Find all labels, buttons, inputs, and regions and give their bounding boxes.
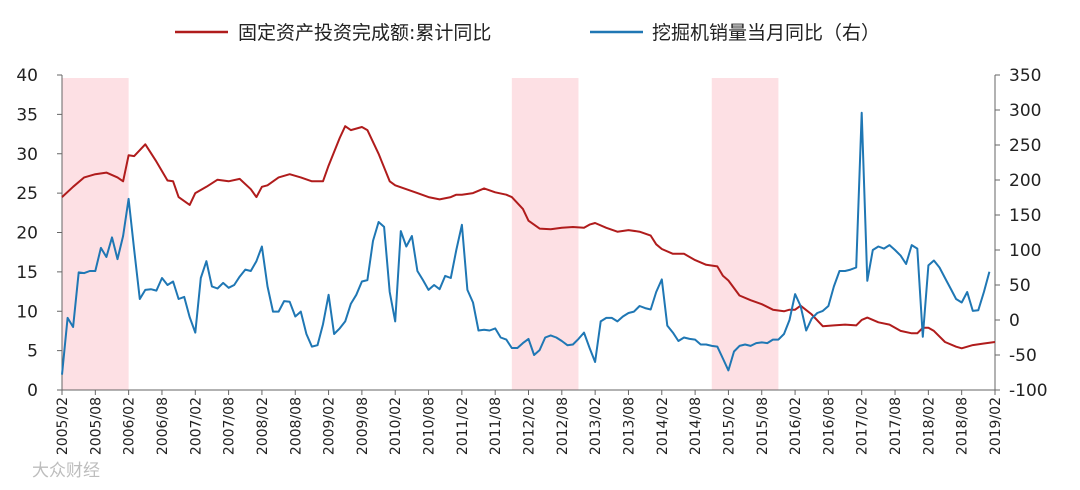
right-tick-label: -100 (1009, 381, 1048, 401)
x-tick-label: 2018/02 (921, 397, 937, 455)
right-tick-label: 50 (1009, 276, 1031, 296)
x-tick-label: 2017/08 (888, 397, 904, 455)
x-tick-label: 2015/02 (721, 397, 737, 455)
x-tick-label: 2010/02 (388, 397, 404, 455)
x-tick-label: 2008/08 (288, 397, 304, 455)
shaded-periods (62, 78, 779, 390)
x-tick-label: 2018/08 (955, 397, 971, 455)
x-tick-label: 2017/02 (855, 397, 871, 455)
x-tick-label: 2006/08 (155, 397, 171, 455)
watermark-text: 大众财经 (32, 461, 100, 481)
legend-label-fixed-asset-investment: 固定资产投资完成额:累计同比 (238, 22, 491, 44)
x-tick-label: 2012/08 (555, 397, 571, 455)
right-tick-label: 100 (1009, 241, 1041, 261)
x-tick-label: 2005/08 (88, 397, 104, 455)
x-tick-label: 2019/02 (988, 397, 1004, 455)
series-lines (61, 111, 996, 375)
right-tick-label: 0 (1009, 311, 1020, 331)
x-tick-label: 2014/02 (655, 397, 671, 455)
right-tick-label: 350 (1009, 66, 1041, 86)
left-tick-label: 35 (16, 105, 38, 125)
left-tick-label: 0 (27, 381, 38, 401)
x-tick-label: 2007/08 (222, 397, 238, 455)
x-tick-label: 2008/02 (255, 397, 271, 455)
x-tick-label: 2011/02 (455, 397, 471, 455)
x-tick-label: 2014/08 (688, 397, 704, 455)
x-tick-label: 2013/08 (621, 397, 637, 455)
x-tick-label: 2005/02 (55, 397, 71, 455)
shaded-period-1 (62, 78, 129, 390)
left-tick-label: 30 (16, 145, 38, 165)
legend-label-excavator-sales: 挖掘机销量当月同比（右） (652, 22, 880, 44)
shaded-period-3 (711, 78, 779, 390)
right-tick-label: 250 (1009, 136, 1041, 156)
x-tick-label: 2016/02 (788, 397, 804, 455)
x-tick-label: 2011/08 (488, 397, 504, 455)
right-tick-label: -50 (1009, 346, 1037, 366)
right-tick-label: 200 (1009, 171, 1041, 191)
x-tick-label: 2016/08 (821, 397, 837, 455)
series-line-excavator-sales (61, 111, 991, 375)
x-tick-label: 2009/02 (322, 397, 338, 455)
x-tick-label: 2012/02 (522, 397, 538, 455)
x-tick-label: 2009/08 (355, 397, 371, 455)
left-tick-label: 10 (16, 302, 38, 322)
axes: 0 5 10 15 20 25 30 35 40 -100 -50 0 50 100 150 200 250 30… (16, 66, 1047, 455)
left-tick-label: 15 (16, 263, 38, 283)
x-tick-label: 2013/02 (588, 397, 604, 455)
series-line-fixed-asset-investment (61, 125, 996, 350)
legend: 固定资产投资完成额:累计同比 挖掘机销量当月同比（右） (175, 22, 880, 44)
x-tick-label: 2007/02 (188, 397, 204, 455)
left-tick-label: 25 (16, 184, 38, 204)
right-tick-label: 150 (1009, 206, 1041, 226)
x-tick-label: 2015/08 (755, 397, 771, 455)
x-tick-label: 2010/08 (422, 397, 438, 455)
left-tick-label: 20 (16, 224, 38, 244)
left-tick-label: 40 (16, 66, 38, 86)
x-tick-label: 2006/02 (122, 397, 138, 455)
right-tick-label: 300 (1009, 101, 1041, 121)
left-tick-label: 5 (27, 342, 38, 362)
